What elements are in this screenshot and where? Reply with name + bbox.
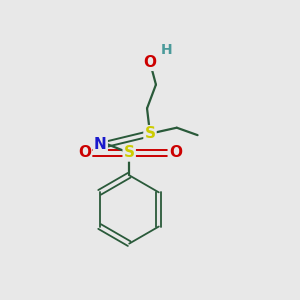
Text: S: S (145, 126, 155, 141)
Text: O: O (143, 55, 157, 70)
Text: S: S (124, 146, 135, 160)
Text: O: O (78, 146, 91, 160)
Text: H: H (160, 44, 172, 57)
Text: O: O (169, 146, 182, 160)
Text: N: N (94, 136, 107, 152)
